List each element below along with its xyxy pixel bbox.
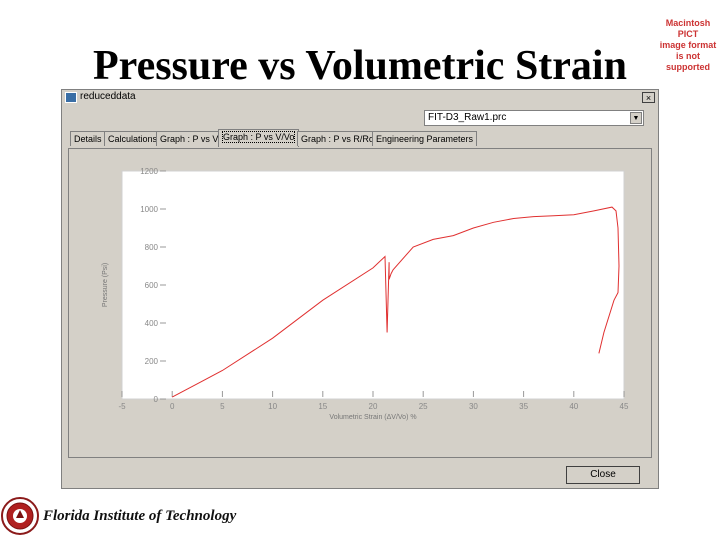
x-tick-label: 25 [419, 402, 428, 411]
tab-graph-p-vs-r-ro[interactable]: Graph : P vs R/Ro [297, 131, 378, 146]
slide-title: Pressure vs Volumetric Strain [93, 43, 627, 89]
institution-logo-text: Florida Institute of Technology [43, 508, 237, 524]
y-tick-label: 1000 [140, 205, 158, 214]
tab-label: Graph : P vs V/Vo [222, 131, 296, 143]
x-tick-label: 5 [220, 402, 225, 411]
app-window-icon [65, 92, 77, 103]
tab-label: Graph : P vs R/Ro [301, 134, 374, 144]
file-select-value: FIT-D3_Raw1.prc [428, 112, 507, 123]
tab-graph-p-vs-v-vo[interactable]: Graph : P vs V/Vo [218, 129, 300, 147]
x-tick-label: 45 [620, 402, 629, 411]
plot-area [121, 170, 625, 400]
graph-panel: 0 200 400 600 800 1000 1200 -5 0 5 10 15 20 25 30 35 40 4… [68, 148, 652, 458]
y-tick-label: 200 [145, 357, 159, 366]
window-title: reduceddata [80, 91, 136, 102]
y-tick-label: 1200 [140, 167, 158, 176]
tab-graph-p-vs-v[interactable]: Graph : P vs V [156, 131, 223, 146]
x-tick-label: 40 [569, 402, 578, 411]
pressure-strain-chart: 0 200 400 600 800 1000 1200 -5 0 5 10 15 20 25 30 35 40 4… [102, 167, 629, 421]
window-close-button[interactable]: × [642, 92, 655, 103]
fit-seal-logo [1, 497, 39, 535]
x-tick-label: -5 [118, 402, 126, 411]
pict-note-line: image format [659, 40, 717, 50]
x-tick-label: 15 [318, 402, 327, 411]
tab-label: Calculations [108, 134, 158, 144]
y-tick-label: 800 [145, 243, 159, 252]
pict-note-line: is not supported [666, 51, 710, 72]
x-tick-label: 10 [268, 402, 277, 411]
tab-label: Engineering Parameters [376, 134, 474, 144]
window-titlebar[interactable]: reduceddata × [62, 90, 658, 106]
tab-calculations[interactable]: Calculations [104, 131, 162, 146]
y-tick-label: 600 [145, 281, 159, 290]
file-select-dropdown[interactable]: FIT-D3_Raw1.prc ▼ [424, 110, 644, 126]
tab-details[interactable]: Details [70, 131, 106, 146]
close-button[interactable]: Close [566, 466, 640, 484]
pict-unsupported-note: Macintosh PICT image format is not suppo… [656, 18, 720, 73]
pict-note-line: Macintosh PICT [665, 18, 711, 39]
series-line [171, 206, 620, 398]
tab-label: Graph : P vs V [160, 134, 219, 144]
tab-engineering-parameters[interactable]: Engineering Parameters [372, 131, 478, 146]
y-axis-label: Pressure (Psi) [102, 263, 109, 307]
x-tick-label: 20 [369, 402, 378, 411]
x-tick-label: 0 [170, 402, 175, 411]
x-axis-label: Volumetric Strain (ΔV/Vo) % [329, 414, 416, 421]
y-tick-label: 400 [145, 319, 159, 328]
x-tick-label: 30 [469, 402, 478, 411]
y-tick-label: 0 [154, 395, 159, 404]
tab-label: Details [74, 134, 102, 144]
x-tick-label: 35 [519, 402, 528, 411]
chevron-down-icon[interactable]: ▼ [630, 112, 642, 124]
reduceddata-window: reduceddata × FIT-D3_Raw1.prc ▼ Details … [61, 89, 659, 489]
